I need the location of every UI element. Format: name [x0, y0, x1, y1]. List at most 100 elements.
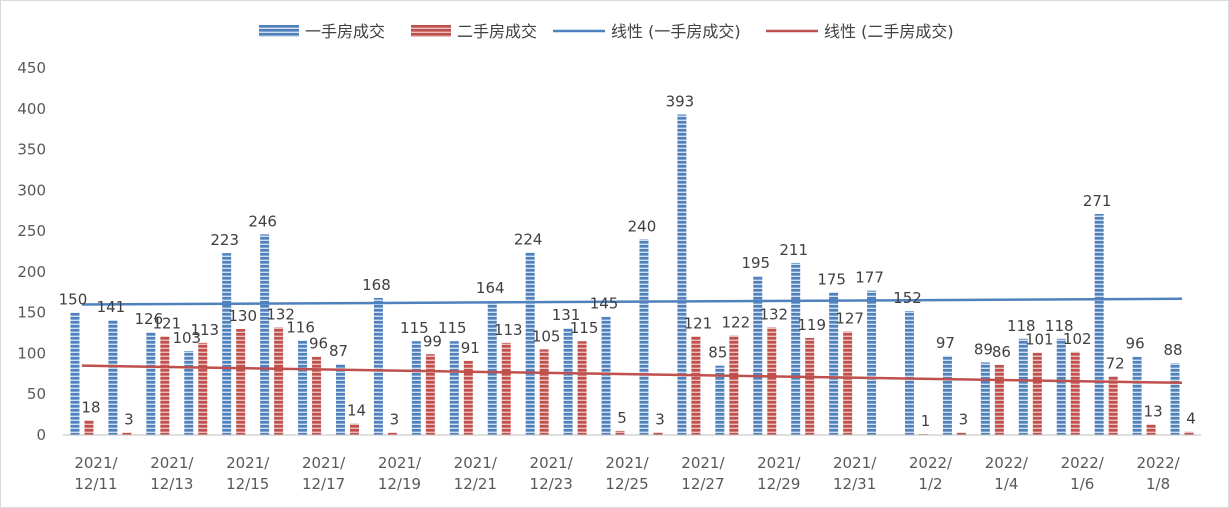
bar-series1: [601, 316, 611, 435]
legend-swatch-一手房成交: [259, 25, 299, 37]
bar-series1: [146, 332, 156, 435]
y-tick-label: 50: [27, 385, 46, 403]
bar-series2: [198, 342, 208, 435]
y-tick-label: 100: [17, 344, 46, 362]
data-label-series1: 118: [1007, 317, 1036, 335]
trendline-1: [81, 297, 1183, 306]
data-label-series2: 18: [81, 398, 100, 416]
bars: [70, 114, 1194, 435]
data-label-series1: 177: [855, 269, 884, 287]
x-tick-label: 2021/12/17: [302, 454, 346, 493]
data-label-series1: 152: [893, 289, 922, 307]
y-tick-label: 150: [17, 304, 46, 322]
data-label-series1: 240: [628, 217, 657, 235]
bar-series2: [577, 341, 587, 435]
data-label-series1: 223: [210, 231, 239, 249]
data-label-series1: 150: [59, 291, 88, 309]
bar-series2: [691, 336, 701, 435]
y-tick-label: 300: [17, 181, 46, 199]
bar-series2: [1184, 431, 1194, 435]
bar-series2: [843, 331, 853, 435]
bar-series2: [956, 432, 966, 435]
bar-series2: [1108, 376, 1118, 435]
data-label-series2: 121: [153, 314, 182, 332]
data-label-series2: 3: [959, 411, 969, 429]
data-label-series1: 89: [974, 340, 993, 358]
data-label-series1: 88: [1163, 341, 1182, 359]
data-label-series2: 3: [390, 411, 400, 429]
data-label-series1: 116: [286, 318, 315, 336]
data-label-series2: 102: [1063, 330, 1092, 348]
bar-series1: [260, 234, 270, 435]
bar-series1: [1018, 338, 1028, 435]
data-label-series2: 115: [570, 319, 599, 337]
bar-series2: [805, 337, 815, 435]
data-label-series1: 195: [741, 254, 770, 272]
bar-series2: [84, 420, 94, 435]
bar-series1: [298, 340, 308, 435]
data-label-series2: 122: [722, 314, 751, 332]
data-label-series2: 101: [1025, 331, 1054, 349]
bar-series1: [715, 365, 725, 435]
legend-label: 线性 (二手房成交): [824, 22, 954, 41]
bar-series1: [1094, 213, 1104, 435]
bar-series1: [753, 275, 763, 435]
data-label-series2: 99: [423, 332, 442, 350]
data-label-series2: 5: [617, 409, 627, 427]
data-label-series2: 86: [992, 343, 1011, 361]
data-label-series1: 126: [135, 310, 164, 328]
bar-series2: [994, 364, 1004, 435]
bar-series2: [729, 335, 739, 435]
y-axis: 0 50 100 150 200 250 300 350 400 450: [17, 59, 46, 444]
trendlines: [81, 297, 1183, 385]
data-label-series1: 224: [514, 230, 543, 248]
data-label-series2: 91: [461, 339, 480, 357]
data-label-series2: 14: [347, 402, 366, 420]
data-label-series1: 211: [779, 241, 808, 259]
data-label-series2: 130: [228, 307, 257, 325]
bar-series1: [373, 297, 383, 435]
bar-series2: [122, 432, 132, 435]
data-label-series1: 115: [438, 319, 467, 337]
x-tick-label: 2021/12/25: [605, 454, 649, 493]
x-tick-label: 2021/12/27: [681, 454, 725, 493]
data-label-series1: 164: [476, 279, 505, 297]
bar-series1: [980, 362, 990, 435]
bar-series1: [336, 364, 345, 435]
y-tick-label: 0: [36, 426, 46, 444]
legend-swatch-二手房成交: [411, 25, 451, 37]
y-tick-label: 200: [17, 263, 46, 281]
bar-series2: [767, 327, 777, 435]
data-label-series1: 271: [1083, 192, 1112, 210]
data-label-series2: 13: [1144, 402, 1163, 420]
bar-series2: [387, 432, 397, 435]
bar-series2: [501, 342, 511, 435]
data-label-series1: 141: [97, 298, 126, 316]
x-tick-label: 2021/12/13: [150, 454, 194, 493]
y-tick-label: 450: [17, 59, 46, 77]
data-label-series1: 103: [172, 329, 201, 347]
x-tick-label: 2021/12/23: [530, 454, 574, 493]
data-label-series2: 113: [494, 321, 523, 339]
bar-series1: [222, 253, 232, 435]
bar-series1: [905, 311, 914, 435]
data-label-series1: 97: [936, 334, 955, 352]
data-label-series2: 132: [266, 305, 295, 323]
y-tick-label: 400: [17, 100, 46, 118]
data-label-series1: 96: [1126, 335, 1145, 353]
data-label-series2: 127: [835, 309, 864, 327]
data-label-series1: 393: [666, 92, 695, 110]
data-label-series1: 118: [1045, 317, 1074, 335]
bar-series1: [411, 341, 421, 435]
bar-series1: [829, 292, 839, 435]
data-label-series2: 96: [309, 335, 328, 353]
bar-series1: [487, 301, 497, 435]
bar-series1: [677, 114, 687, 435]
x-tick-label: 2021/12/31: [833, 454, 877, 493]
data-label-series1: 145: [590, 295, 619, 313]
bar-series1: [867, 290, 877, 435]
bar-series2: [1070, 351, 1080, 435]
